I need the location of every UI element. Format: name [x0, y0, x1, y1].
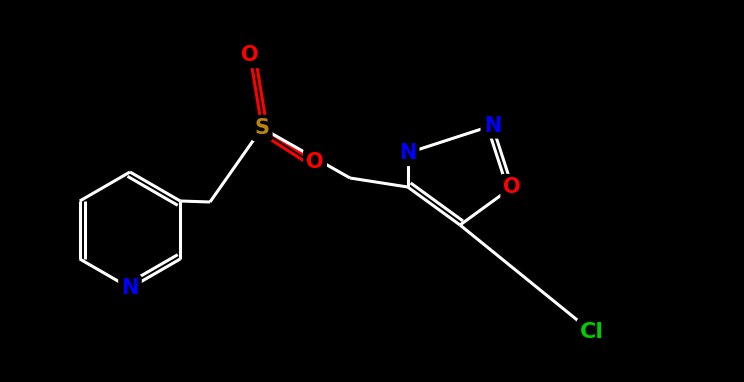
Text: O: O — [307, 152, 324, 172]
Text: N: N — [399, 143, 417, 163]
Text: O: O — [504, 177, 521, 197]
Text: O: O — [241, 45, 259, 65]
Text: N: N — [121, 278, 138, 298]
Text: S: S — [254, 118, 269, 138]
Text: N: N — [484, 115, 501, 136]
Text: Cl: Cl — [580, 322, 604, 342]
